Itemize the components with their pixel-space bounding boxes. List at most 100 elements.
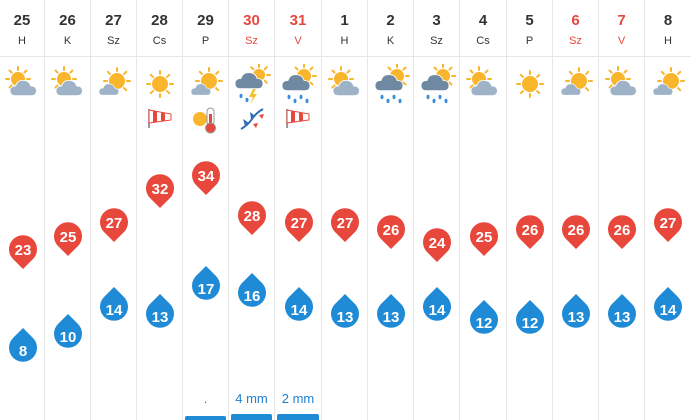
day-of-week: H — [664, 35, 672, 47]
day-of-week: Sz — [245, 35, 258, 47]
extra-icons — [368, 106, 413, 136]
day-column[interactable]: 29 P 34 17. — [183, 0, 229, 420]
extra-icons — [414, 106, 459, 136]
min-temp-marker[interactable]: 13 — [329, 293, 361, 331]
day-column[interactable]: 26 K 25 10 — [45, 0, 91, 420]
min-temp-marker[interactable]: 14 — [421, 286, 453, 324]
max-temp-marker[interactable]: 26 — [514, 212, 546, 250]
day-column[interactable]: 25 H 23 8 — [0, 0, 45, 420]
max-temp-marker[interactable]: 27 — [329, 205, 361, 243]
extra-icons — [0, 106, 44, 136]
max-temp-value: 26 — [567, 222, 585, 239]
max-temp-value: 27 — [290, 215, 308, 232]
day-column[interactable]: 31 V 27 14 2 mm — [275, 0, 322, 420]
min-temp-value: 14 — [428, 302, 446, 319]
min-temp-marker[interactable]: 16 — [236, 272, 268, 310]
max-temp-marker[interactable]: 27 — [652, 205, 684, 243]
day-column[interactable]: 6 Sz 26 13 — [553, 0, 599, 420]
day-date: 3 — [432, 12, 441, 29]
extra-icons — [137, 106, 182, 136]
min-temp-value: 16 — [243, 288, 261, 305]
extra-icons — [507, 106, 552, 136]
windsock-icon — [146, 106, 174, 136]
sun-cloud-icon — [599, 64, 644, 106]
day-column[interactable]: 27 Sz 27 14 — [91, 0, 137, 420]
max-temp-marker[interactable]: 23 — [7, 232, 39, 270]
extra-icons — [553, 106, 598, 136]
extra-icons — [91, 106, 136, 136]
day-of-week: K — [386, 35, 395, 47]
max-temp-value: 27 — [336, 215, 354, 232]
day-date: 7 — [617, 12, 626, 29]
max-temp-marker[interactable]: 25 — [52, 219, 84, 257]
day-date: 2 — [386, 12, 395, 29]
max-temp-marker[interactable]: 25 — [468, 219, 500, 257]
max-temp-marker[interactable]: 26 — [560, 212, 592, 250]
min-temp-value: 14 — [290, 302, 308, 319]
min-temp-marker[interactable]: 17 — [190, 265, 222, 303]
day-of-week: Cs — [476, 35, 490, 47]
max-temp-value: 26 — [382, 222, 400, 239]
extra-icons — [183, 106, 228, 136]
max-temp-marker[interactable]: 28 — [236, 198, 268, 236]
day-column[interactable]: 7 V 26 13 — [599, 0, 645, 420]
day-column[interactable]: 5 P 26 12 — [507, 0, 553, 420]
precipitation-bar — [185, 416, 226, 420]
sun-icon — [137, 64, 182, 106]
extra-icons — [275, 106, 321, 136]
min-temp-marker[interactable]: 12 — [468, 299, 500, 337]
min-temp-marker[interactable]: 12 — [514, 299, 546, 337]
day-column[interactable]: 3 Sz 24 14 — [414, 0, 460, 420]
min-temp-marker[interactable]: 13 — [144, 293, 176, 331]
max-temp-value: 25 — [59, 229, 77, 246]
sun-rain-cloud-icon — [275, 64, 321, 106]
min-temp-value: 10 — [59, 329, 77, 346]
max-temp-marker[interactable]: 24 — [421, 225, 453, 263]
max-temp-marker[interactable]: 26 — [375, 212, 407, 250]
day-of-week: V — [294, 35, 302, 47]
max-temp-marker[interactable]: 27 — [98, 205, 130, 243]
day-date: 4 — [478, 12, 488, 29]
day-of-week: Sz — [107, 35, 120, 47]
max-temp-marker[interactable]: 26 — [606, 212, 638, 250]
min-temp-marker[interactable]: 13 — [606, 293, 638, 331]
min-temp-value: 13 — [567, 309, 585, 326]
day-column[interactable]: 8 H 27 14 — [645, 0, 691, 420]
day-column[interactable]: 1 H 27 13 — [322, 0, 368, 420]
day-column[interactable]: 4 Cs 25 12 — [460, 0, 507, 420]
day-of-week: Sz — [430, 35, 443, 47]
max-temp-value: 26 — [613, 222, 631, 239]
extra-icons — [229, 106, 274, 136]
day-date: 8 — [663, 12, 673, 29]
min-temp-marker[interactable]: 14 — [98, 286, 130, 324]
day-date: 28 — [151, 12, 168, 29]
max-temp-value: 27 — [659, 215, 677, 232]
day-date: 29 — [197, 12, 214, 29]
min-temp-value: 13 — [613, 309, 631, 326]
min-temp-value: 12 — [475, 315, 493, 332]
day-column[interactable]: 28 Cs 32 13 — [137, 0, 183, 420]
min-temp-marker[interactable]: 8 — [7, 327, 39, 365]
min-temp-marker[interactable]: 14 — [283, 286, 315, 324]
max-temp-marker[interactable]: 32 — [144, 171, 176, 209]
min-temp-marker[interactable]: 10 — [52, 313, 84, 351]
sun-small-cloud-icon — [91, 64, 136, 106]
day-date: 6 — [571, 12, 580, 29]
day-column[interactable]: 30 Sz 28 16 4 mm — [229, 0, 275, 420]
sun-rain-cloud-icon — [368, 64, 413, 106]
min-temp-value: 12 — [521, 315, 539, 332]
min-temp-marker[interactable]: 13 — [375, 293, 407, 331]
sun-small-cloud-icon — [645, 64, 691, 106]
min-temp-value: 13 — [151, 309, 169, 326]
min-temp-marker[interactable]: 13 — [560, 293, 592, 331]
day-date: 5 — [525, 12, 534, 29]
day-of-week: V — [617, 35, 626, 47]
max-temp-value: 27 — [105, 215, 123, 232]
max-temp-marker[interactable]: 34 — [190, 158, 222, 196]
day-of-week: P — [525, 35, 534, 47]
min-temp-marker[interactable]: 14 — [652, 286, 684, 324]
day-column[interactable]: 2 K 26 13 — [368, 0, 414, 420]
max-temp-marker[interactable]: 27 — [283, 205, 315, 243]
header-divider — [0, 56, 691, 57]
